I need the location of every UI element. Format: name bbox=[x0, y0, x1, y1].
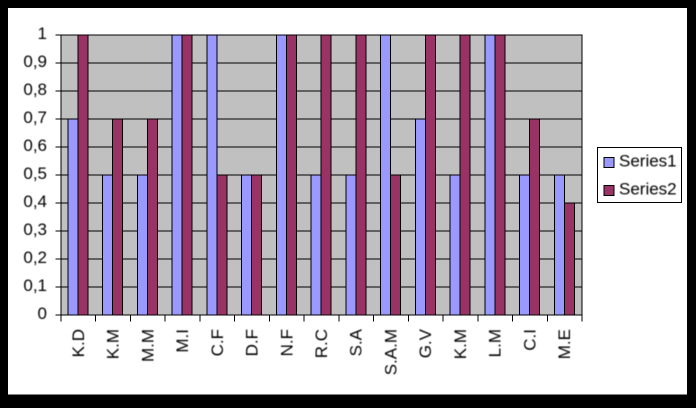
svg-text:0,7: 0,7 bbox=[23, 108, 47, 127]
svg-text:K.M: K.M bbox=[451, 329, 470, 359]
svg-text:C.F: C.F bbox=[208, 329, 227, 356]
svg-text:S.A: S.A bbox=[347, 328, 366, 356]
svg-text:K.M: K.M bbox=[104, 329, 123, 359]
svg-text:1: 1 bbox=[38, 24, 47, 43]
svg-text:D.F: D.F bbox=[243, 329, 262, 356]
svg-text:M.I: M.I bbox=[173, 329, 192, 353]
svg-text:Series2: Series2 bbox=[619, 180, 677, 199]
svg-text:M.E: M.E bbox=[555, 329, 574, 359]
svg-text:0,2: 0,2 bbox=[23, 248, 47, 267]
svg-text:N.F: N.F bbox=[277, 329, 296, 356]
svg-text:0,5: 0,5 bbox=[23, 164, 47, 183]
svg-text:0,3: 0,3 bbox=[23, 220, 47, 239]
svg-text:R.C: R.C bbox=[312, 329, 331, 358]
svg-text:0,1: 0,1 bbox=[23, 276, 47, 295]
svg-text:0,4: 0,4 bbox=[23, 192, 47, 211]
svg-text:0,6: 0,6 bbox=[23, 136, 47, 155]
svg-text:Series1: Series1 bbox=[619, 152, 677, 171]
svg-text:0,8: 0,8 bbox=[23, 80, 47, 99]
svg-text:K.D: K.D bbox=[69, 329, 88, 357]
svg-text:G.V: G.V bbox=[416, 328, 435, 358]
svg-text:0: 0 bbox=[38, 304, 47, 323]
svg-text:0,9: 0,9 bbox=[23, 52, 47, 71]
svg-text:M.M: M.M bbox=[138, 329, 157, 362]
svg-text:L.M: L.M bbox=[486, 329, 505, 357]
svg-text:S.A.M: S.A.M bbox=[381, 329, 400, 375]
svg-text:C.I: C.I bbox=[520, 329, 539, 351]
